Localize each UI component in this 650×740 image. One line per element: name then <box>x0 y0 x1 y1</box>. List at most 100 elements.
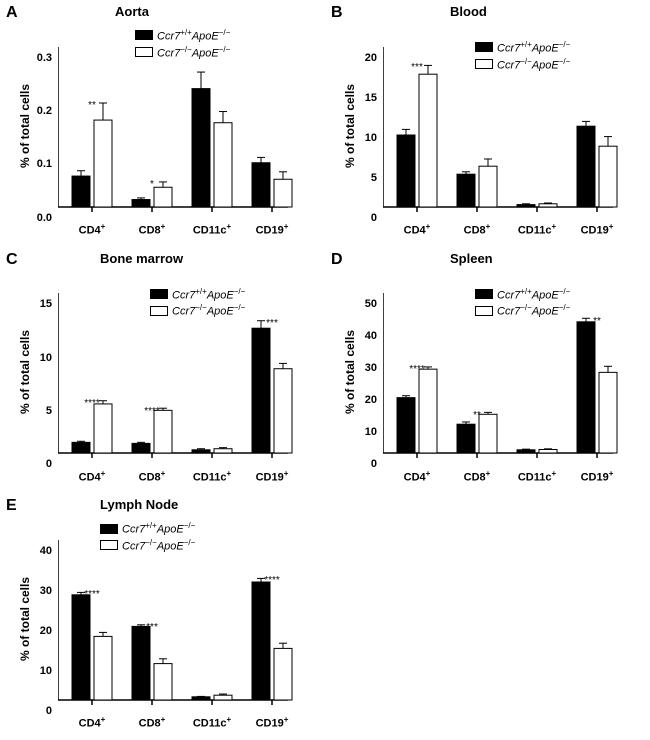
bar <box>132 199 150 206</box>
category-label: CD8+ <box>127 222 177 237</box>
bar <box>419 369 437 453</box>
category-label: CD4+ <box>392 222 442 237</box>
bar <box>274 179 292 207</box>
bar <box>154 411 172 454</box>
y-tick-label: 40 <box>22 545 52 557</box>
category-label: CD8+ <box>127 715 177 730</box>
significance-marker: **** <box>252 576 292 586</box>
bar <box>132 626 150 700</box>
bar <box>154 664 172 700</box>
y-tick-label: 30 <box>22 585 52 597</box>
category-label: CD19+ <box>572 469 622 484</box>
panel-title: Lymph Node <box>100 497 178 512</box>
bar <box>154 187 172 207</box>
y-axis-label: % of total cells <box>18 330 32 414</box>
bar <box>479 166 497 207</box>
bar <box>539 450 557 454</box>
panel-letter: A <box>6 4 18 22</box>
significance-marker: ** <box>457 411 497 421</box>
bar <box>72 595 90 700</box>
panel-letter: B <box>331 4 343 22</box>
y-tick-label: 0 <box>22 458 52 470</box>
category-label: CD8+ <box>452 222 502 237</box>
y-tick-label: 0 <box>22 705 52 717</box>
legend-swatch <box>135 30 153 40</box>
y-tick-label: 20 <box>347 394 377 406</box>
significance-marker: *** <box>252 319 292 329</box>
category-label: CD4+ <box>67 715 117 730</box>
bar <box>192 697 210 700</box>
significance-marker: ** <box>577 317 617 327</box>
bar <box>94 636 112 700</box>
significance-marker: *** <box>132 623 172 633</box>
bar <box>577 322 595 453</box>
bar <box>599 373 617 454</box>
y-tick-label: 0.0 <box>22 212 52 224</box>
panel-title: Spleen <box>450 251 493 266</box>
y-tick-label: 5 <box>22 405 52 417</box>
panel-empty <box>325 493 650 740</box>
bar <box>132 444 150 454</box>
bar <box>577 126 595 207</box>
bar <box>599 146 617 207</box>
bar <box>457 174 475 207</box>
bar <box>397 398 415 453</box>
bar <box>539 203 557 206</box>
y-tick-label: 50 <box>347 298 377 310</box>
category-label: CD11c+ <box>512 469 562 484</box>
bar <box>252 582 270 700</box>
category-label: CD11c+ <box>187 222 237 237</box>
category-label: CD4+ <box>67 469 117 484</box>
y-tick-label: 15 <box>22 298 52 310</box>
significance-marker: **** <box>72 399 112 409</box>
y-tick-label: 0 <box>347 458 377 470</box>
category-label: CD8+ <box>127 469 177 484</box>
bar <box>72 176 90 207</box>
panel-letter: C <box>6 251 18 269</box>
bar <box>192 88 210 206</box>
bar <box>252 329 270 454</box>
bar-chart <box>58 540 298 710</box>
panel-C: CBone marrowCcr7+/+ApoE−/−Ccr7−/−ApoE−/−… <box>0 247 325 494</box>
panel-D: DSpleenCcr7+/+ApoE−/−Ccr7−/−ApoE−/−% of … <box>325 247 650 494</box>
bar <box>214 695 232 700</box>
y-tick-label: 10 <box>347 426 377 438</box>
category-label: CD19+ <box>247 715 297 730</box>
bar <box>517 204 535 206</box>
category-label: CD11c+ <box>187 715 237 730</box>
bar <box>517 450 535 453</box>
legend-swatch <box>100 524 118 534</box>
bar <box>397 135 415 207</box>
legend-row: Ccr7+/+ApoE−/− <box>100 521 195 536</box>
bar <box>94 120 112 207</box>
legend-row: Ccr7+/+ApoE−/− <box>135 28 230 43</box>
y-tick-label: 0 <box>347 212 377 224</box>
panel-letter: D <box>331 251 343 269</box>
y-tick-label: 0.1 <box>22 158 52 170</box>
bar <box>192 450 210 453</box>
y-tick-label: 0.3 <box>22 52 52 64</box>
panel-title: Aorta <box>115 4 149 19</box>
bar <box>457 425 475 454</box>
y-tick-label: 20 <box>22 625 52 637</box>
panel-title: Bone marrow <box>100 251 183 266</box>
significance-marker: **** <box>132 407 172 417</box>
significance-marker: ** <box>72 101 112 111</box>
category-label: CD8+ <box>452 469 502 484</box>
category-label: CD11c+ <box>512 222 562 237</box>
bar <box>214 449 232 453</box>
y-tick-label: 20 <box>347 52 377 64</box>
y-axis-label: % of total cells <box>18 84 32 168</box>
panel-B: BBloodCcr7+/+ApoE−/−Ccr7−/−ApoE−/−% of t… <box>325 0 650 247</box>
legend-label: Ccr7+/+ApoE−/− <box>122 521 195 536</box>
y-tick-label: 10 <box>22 352 52 364</box>
significance-marker: * <box>132 180 172 190</box>
category-label: CD19+ <box>247 469 297 484</box>
y-tick-label: 10 <box>22 665 52 677</box>
y-tick-label: 30 <box>347 362 377 374</box>
panel-A: AAortaCcr7+/+ApoE−/−Ccr7−/−ApoE−/−% of t… <box>0 0 325 247</box>
y-tick-label: 40 <box>347 330 377 342</box>
panel-letter: E <box>6 497 17 515</box>
y-tick-label: 10 <box>347 132 377 144</box>
bar <box>72 443 90 454</box>
